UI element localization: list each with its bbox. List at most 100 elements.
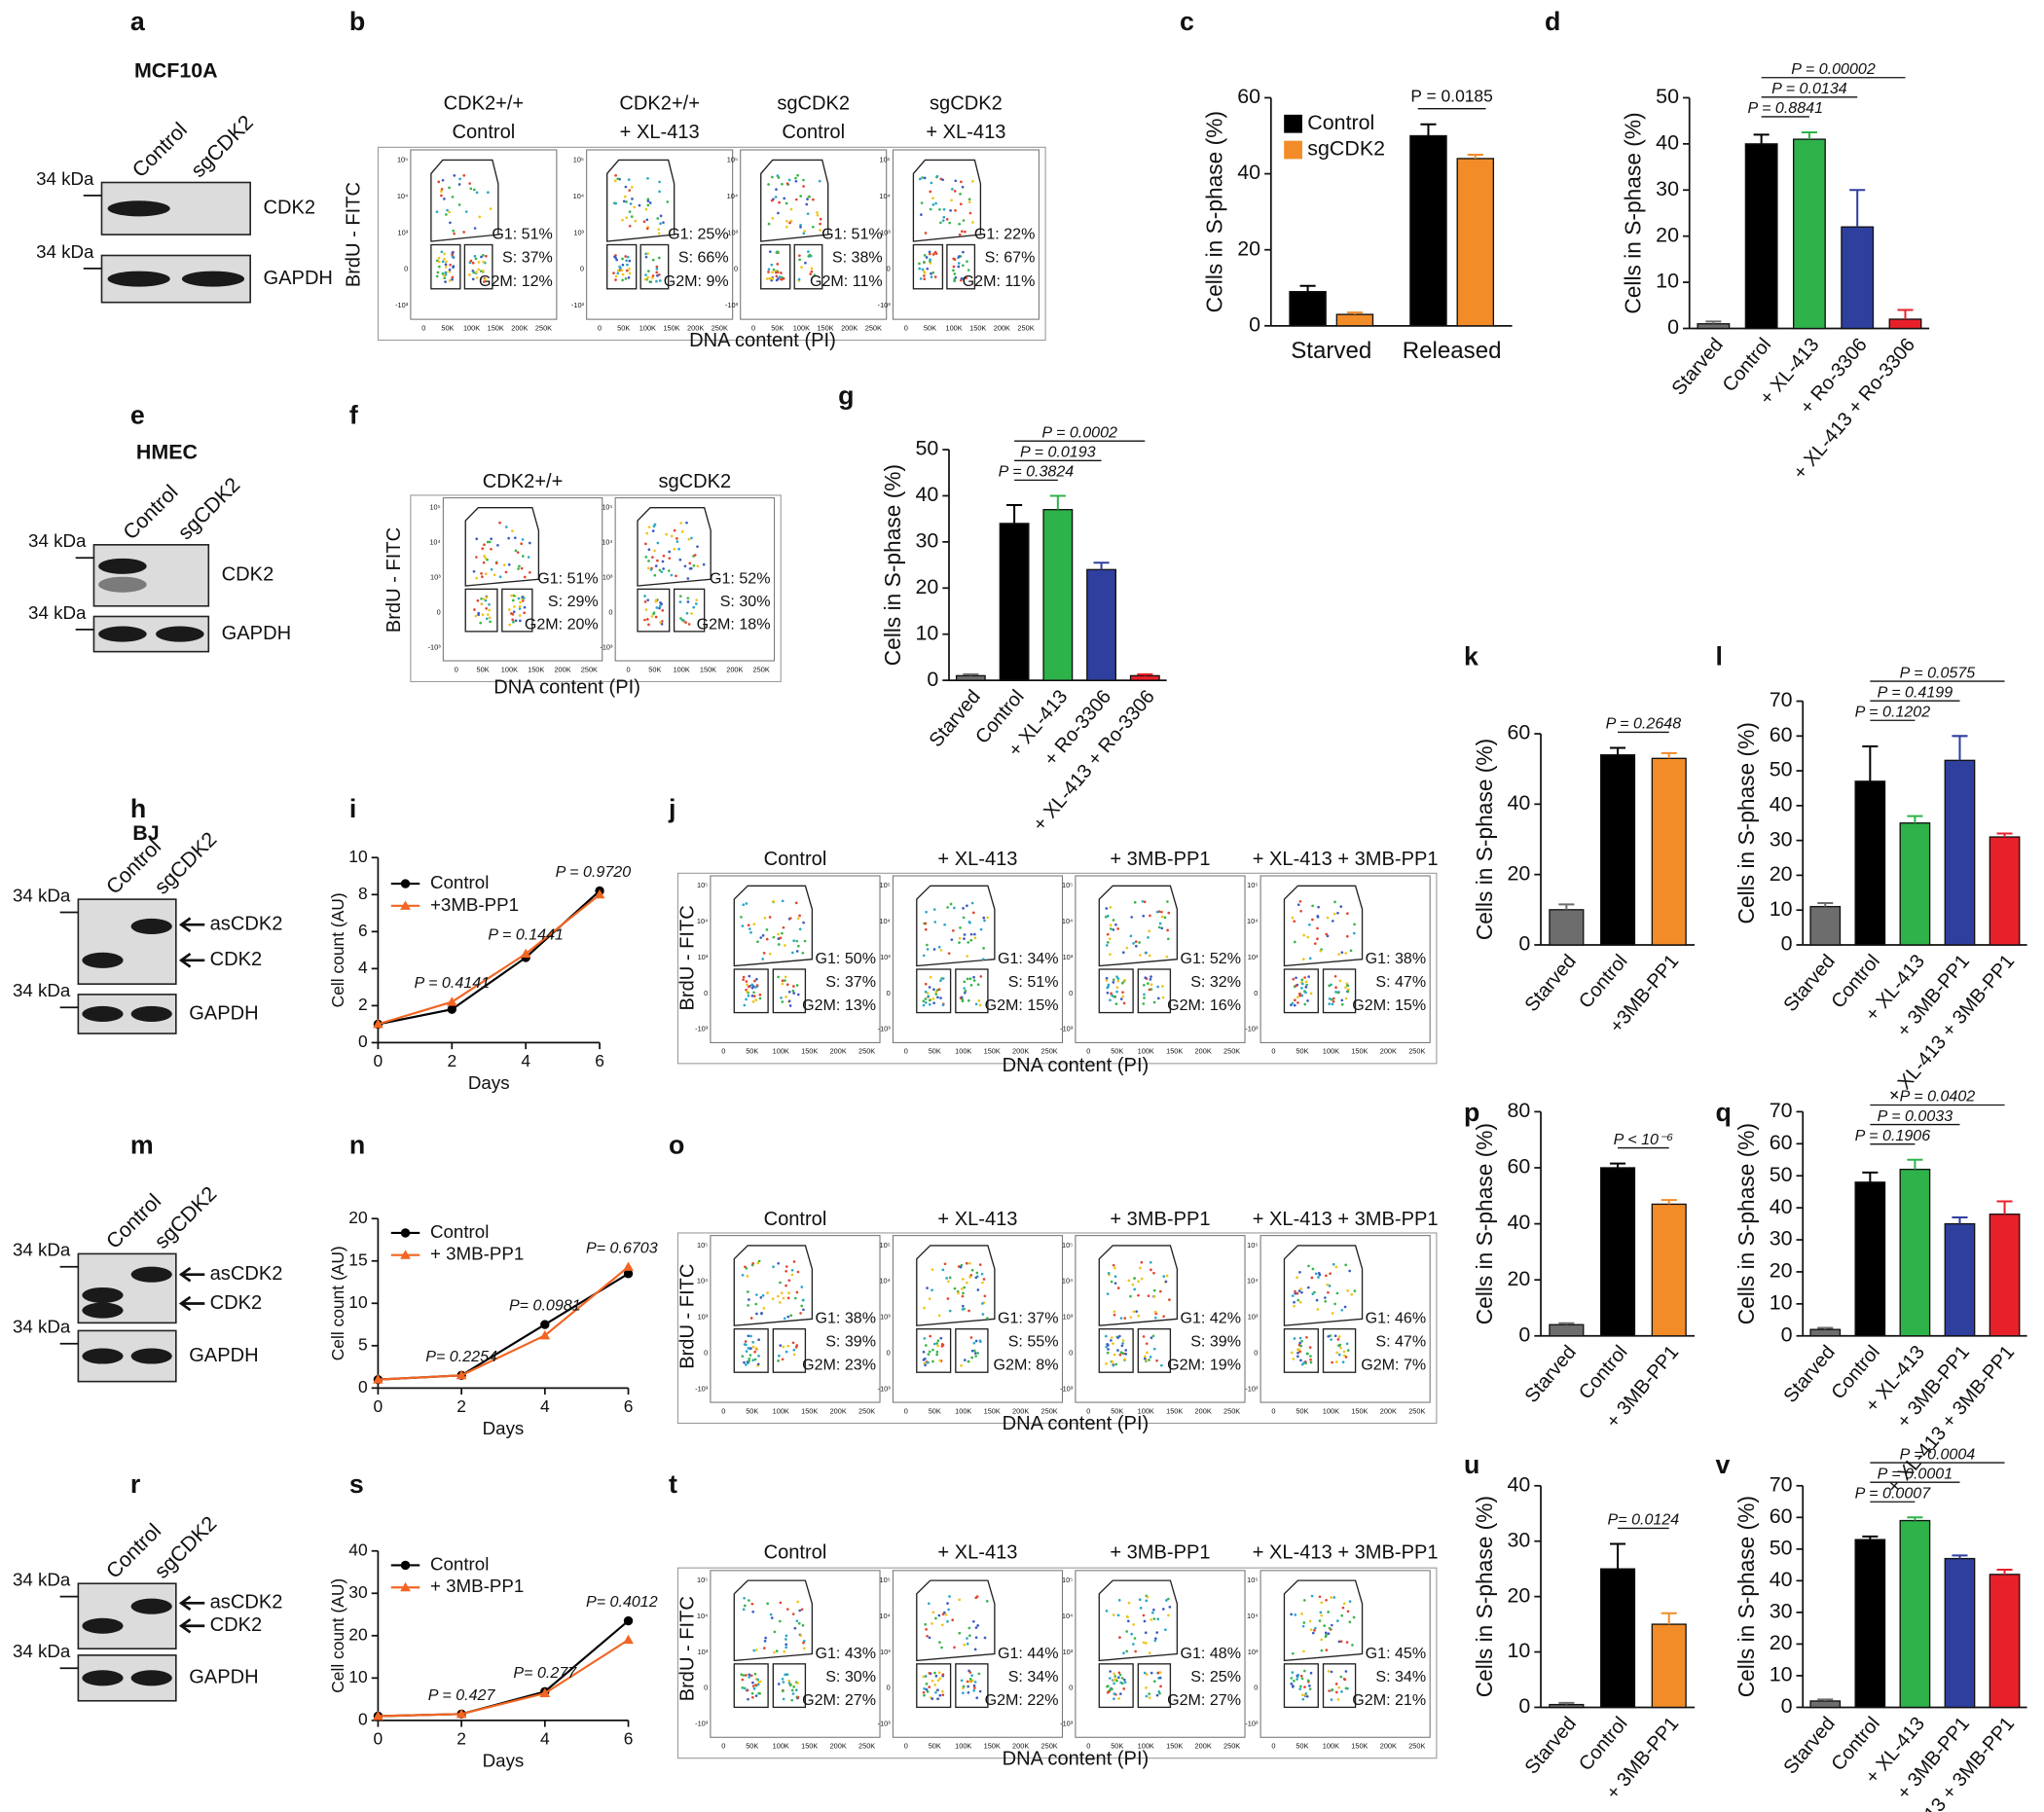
y-tick-label: 0 — [704, 1348, 708, 1357]
y-tick-label: 0 — [608, 608, 612, 617]
mw-marker: 34 kDa — [28, 602, 87, 623]
gate-stat: G1: 42% — [1180, 1310, 1241, 1327]
cell-dot — [934, 1616, 937, 1620]
cell-dot — [1142, 1641, 1146, 1645]
cell-dot — [482, 598, 486, 601]
cell-dot — [946, 1602, 949, 1605]
cell-dot — [1166, 900, 1169, 903]
cell-dot — [1324, 1299, 1328, 1303]
cell-dot — [1118, 1673, 1122, 1677]
cell-dot — [952, 928, 955, 932]
cell-dot — [484, 557, 488, 560]
y-tick-label: 10⁵ — [1247, 881, 1258, 889]
cell-dot — [1121, 1339, 1125, 1342]
y-tick-label: 40 — [1508, 791, 1531, 815]
cell-dot — [792, 939, 795, 943]
p-value: P = 0.3824 — [999, 463, 1075, 481]
cell-dot — [982, 1278, 986, 1281]
cell-dot — [1167, 1613, 1170, 1617]
cell-dot — [972, 932, 976, 936]
cell-dot — [983, 919, 986, 923]
y-tick-label: 10⁵ — [879, 155, 890, 163]
x-tick-label: 0 — [1086, 1406, 1090, 1415]
x-tick-label: 2 — [456, 1396, 466, 1416]
gate-stat: G1: 51% — [537, 570, 599, 588]
gate-stat: S: 39% — [1190, 1333, 1241, 1351]
x-tick-label: 250K — [865, 323, 882, 332]
cell-dot — [1108, 1677, 1112, 1680]
x-tick-label: Starved — [1521, 951, 1581, 1016]
cell-dot — [961, 1277, 965, 1281]
panel-letter: c — [1180, 7, 1194, 36]
cell-dot — [1147, 982, 1150, 985]
cell-dot — [931, 1288, 933, 1292]
cell-dot — [785, 1265, 788, 1268]
cell-dot — [457, 183, 461, 186]
cell-dot — [787, 1279, 791, 1283]
cell-dot — [1302, 1360, 1306, 1364]
cell-dot — [1342, 1602, 1346, 1605]
cell-dot — [1296, 996, 1299, 998]
y-tick-label: 10⁵ — [727, 155, 738, 163]
p-value: P < 10⁻⁶ — [1614, 1131, 1674, 1148]
legend-marker — [400, 900, 411, 910]
cell-dot — [1132, 1623, 1135, 1626]
cell-dot — [974, 1596, 978, 1600]
cell-dot — [457, 203, 461, 206]
cell-dot — [1292, 977, 1296, 981]
cell-dot — [485, 596, 489, 599]
y-tick-label: 10⁴ — [879, 917, 890, 925]
cell-dot — [920, 213, 923, 216]
cell-dot — [935, 174, 939, 178]
cell-dot — [1142, 914, 1146, 918]
cell-dot — [968, 1275, 972, 1279]
cell-dot — [517, 597, 521, 600]
cell-dot — [1328, 1002, 1332, 1005]
cell-dot — [927, 1602, 931, 1606]
cell-dot — [793, 1626, 797, 1630]
p-value: P = 0.0134 — [1771, 80, 1847, 97]
x-tick-label: 0 — [904, 1047, 908, 1056]
cell-dot — [695, 598, 699, 601]
cell-dot — [983, 1294, 987, 1298]
point — [456, 1369, 467, 1380]
cell-dot — [938, 1641, 941, 1644]
y-axis-title: BrdU - FITC — [383, 527, 405, 633]
cell-dot — [788, 1684, 792, 1687]
cell-dot — [785, 1646, 788, 1649]
gate-stat: S: 67% — [985, 249, 1036, 267]
cell-dot — [446, 208, 449, 212]
gate — [1098, 1579, 1179, 1662]
gate — [916, 1579, 996, 1662]
cell-dot — [1315, 1298, 1319, 1302]
error-bar — [1897, 308, 1914, 320]
x-tick-label: Starved — [1521, 1713, 1581, 1778]
error-bar — [1093, 562, 1110, 570]
cell-dot — [514, 619, 518, 623]
cell-dot — [1119, 997, 1123, 1000]
cell-dot — [440, 188, 444, 191]
cell-dot — [670, 573, 674, 577]
cell-dot — [946, 1619, 949, 1623]
cell-dot — [1148, 1359, 1150, 1361]
cell-dot — [1340, 1002, 1344, 1006]
bar — [1944, 759, 1976, 946]
cell-dot — [1118, 1692, 1122, 1695]
cell-dot — [789, 1314, 793, 1318]
cell-dot — [677, 547, 680, 551]
cell-dot — [927, 995, 931, 998]
cell-dot — [953, 190, 957, 193]
cell-dot — [771, 175, 774, 179]
cell-dot — [1112, 1342, 1114, 1345]
cell-dot — [653, 523, 657, 526]
cell-dot — [1109, 924, 1113, 926]
cell-dot — [940, 1623, 944, 1627]
cell-dot — [1105, 978, 1109, 982]
cell-dot — [685, 611, 689, 615]
cell-dot — [1113, 1310, 1116, 1314]
x-tick-label: 100K — [955, 1742, 971, 1751]
y-tick-label: 0 — [1518, 932, 1530, 956]
cell-dot — [1155, 1631, 1159, 1634]
error-bar — [963, 672, 979, 676]
cell-dot — [971, 179, 974, 183]
